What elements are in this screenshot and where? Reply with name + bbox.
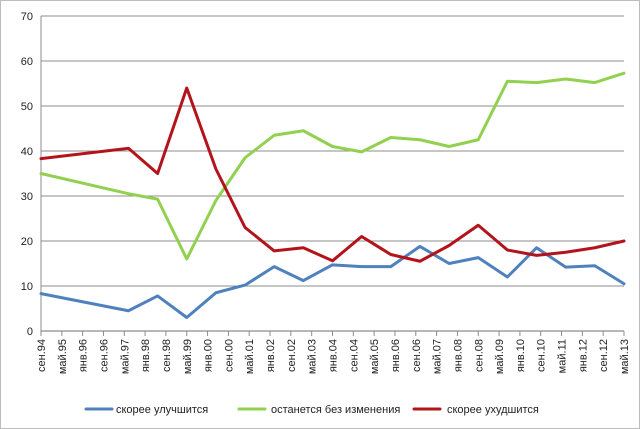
series-line-1 — [39, 244, 626, 319]
grid-layer — [41, 15, 624, 332]
y-tick-label: 60 — [21, 56, 33, 68]
y-tick-label: 30 — [21, 191, 33, 203]
x-tick-label: сен.08 — [473, 339, 485, 372]
x-tick-label: янв.98 — [140, 339, 152, 372]
x-tick-label: янв.10 — [515, 339, 527, 372]
x-tick-label: май.13 — [619, 339, 631, 374]
series-line-2 — [39, 71, 626, 261]
series-layer — [39, 71, 626, 319]
x-tick-label: сен.10 — [536, 339, 548, 372]
x-tick-label: май.03 — [307, 339, 319, 374]
x-tick-label: сен.06 — [411, 339, 423, 372]
y-tick-label: 20 — [21, 236, 33, 248]
x-tick-label: сен.98 — [161, 339, 173, 372]
x-tick-label: сен.96 — [98, 339, 110, 372]
legend-label-3: скорее ухудшится — [447, 404, 539, 416]
x-tick-label: май.07 — [432, 339, 444, 374]
x-tick-label: сен.12 — [598, 339, 610, 372]
axis-layer: 0 10 20 30 40 50 60 70 сен.94 май.95 янв.96 сен.96 м… — [21, 11, 631, 374]
x-tick-label: май.11 — [557, 339, 569, 373]
x-tick-label: май.99 — [182, 339, 194, 374]
x-tick-label: янв.96 — [78, 339, 90, 372]
x-tick-label: сен.04 — [348, 339, 360, 372]
y-tick-label: 10 — [21, 281, 33, 293]
legend-label-2: останется без изменения — [271, 404, 400, 416]
x-tick-label: янв.08 — [452, 339, 464, 372]
x-tick-label: май.97 — [119, 339, 131, 374]
x-tick-label: май.01 — [244, 339, 256, 374]
y-tick-label: 50 — [21, 101, 33, 113]
legend-label-1: скорее улучшится — [116, 404, 208, 416]
x-tick-label: май.05 — [369, 339, 381, 374]
series-line-3 — [39, 86, 626, 263]
x-tick-label: янв.00 — [203, 339, 215, 372]
y-tick-label: 40 — [21, 146, 33, 158]
legend: скорее улучшится останется без изменения с… — [84, 404, 539, 416]
x-tick-label: янв.04 — [328, 339, 340, 372]
x-tick-label: май.95 — [57, 339, 69, 374]
x-tick-label: сен.94 — [36, 339, 48, 372]
x-tick-label: янв.02 — [265, 339, 277, 372]
x-tick-label: сен.00 — [223, 339, 235, 372]
x-tick-label: май.09 — [494, 339, 506, 374]
x-tick-label: сен.02 — [286, 339, 298, 372]
x-tick-label: янв.06 — [390, 339, 402, 372]
y-tick-label: 0 — [27, 326, 33, 338]
y-tick-label: 70 — [21, 11, 33, 23]
x-tick-label: янв.12 — [577, 339, 589, 372]
